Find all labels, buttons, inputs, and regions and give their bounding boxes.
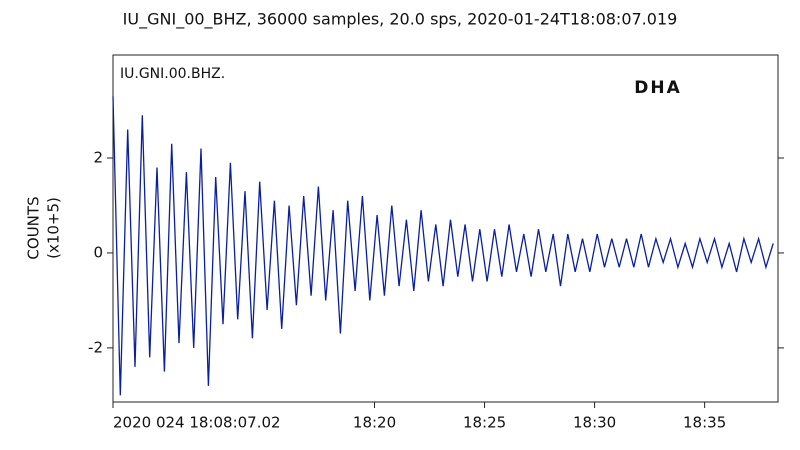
trace-label: IU.GNI.00.BHZ. <box>120 66 225 82</box>
y-axis-label: (x10+5) <box>45 197 63 259</box>
y-tick-label: -2 <box>88 338 103 356</box>
chart-title: IU_GNI_00_BHZ, 36000 samples, 20.0 sps, … <box>123 10 678 30</box>
waveform <box>112 96 774 396</box>
x-tick-label: 18:30 <box>573 414 616 432</box>
y-tick-label: 2 <box>93 149 103 167</box>
y-axis-label: COUNTS <box>25 196 43 259</box>
watermark: DHA <box>634 78 682 98</box>
x-tick-label: 18:35 <box>683 414 726 432</box>
y-tick-label: 0 <box>93 243 103 261</box>
x-tick-label: 18:25 <box>463 414 506 432</box>
plot-frame <box>112 54 779 403</box>
x-tick-label: 2020 024 18:08:07.02 <box>113 414 281 432</box>
x-tick-label: 18:20 <box>353 414 396 432</box>
